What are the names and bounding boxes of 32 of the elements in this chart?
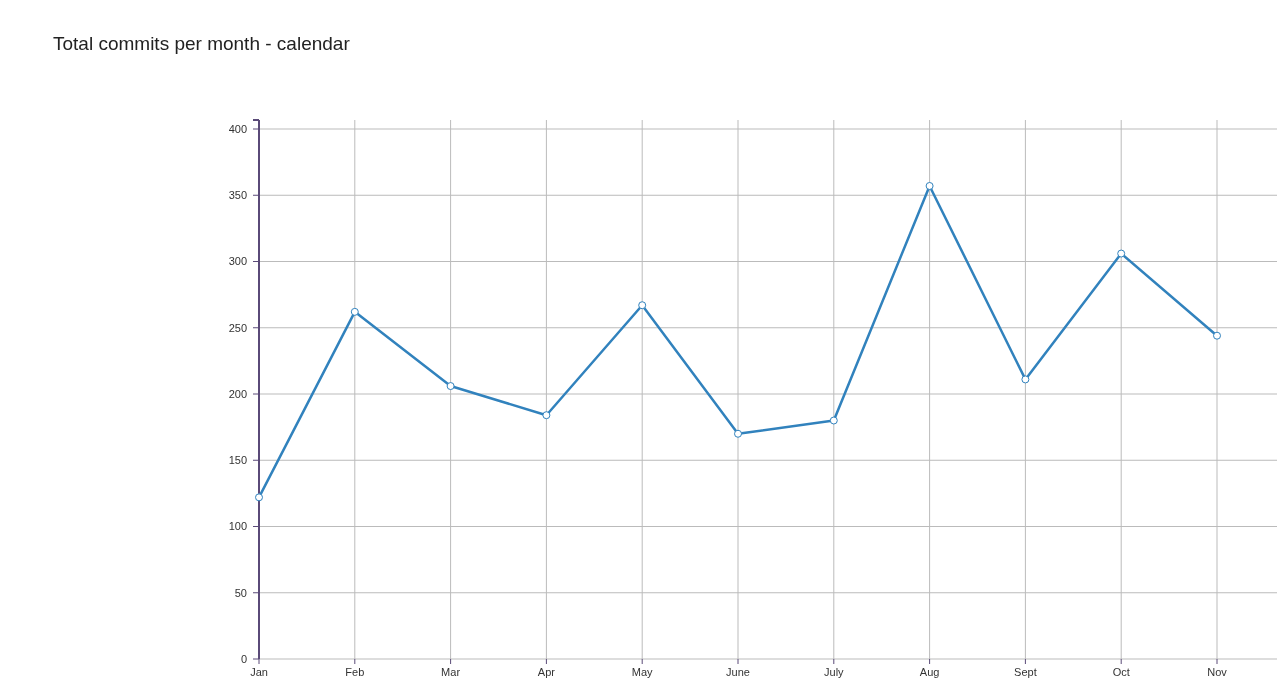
- y-tick-label: 400: [228, 122, 247, 135]
- x-tick-label: Mar: [441, 666, 461, 678]
- x-tick-label: Sept: [1014, 666, 1037, 678]
- point: [925, 181, 934, 190]
- x-tick-label: July: [824, 666, 845, 678]
- x-tick-label: Feb: [345, 666, 365, 678]
- point: [1117, 249, 1126, 258]
- point: [829, 416, 838, 425]
- x-tick-label: June: [726, 666, 750, 678]
- point: [1021, 375, 1030, 384]
- y-tick-label: 350: [228, 189, 247, 202]
- y-tick-label: 150: [228, 454, 247, 467]
- point: [734, 429, 742, 438]
- x-tick-label: Oct: [1112, 666, 1130, 678]
- x-tick-label: Aug: [919, 666, 940, 678]
- y-tick-label: 0: [240, 652, 247, 665]
- point: [638, 301, 647, 310]
- x-tick-label: May: [631, 666, 654, 678]
- point: [255, 493, 263, 502]
- x-tick-label: Jan: [250, 666, 268, 678]
- y-tick-label: 250: [228, 321, 247, 334]
- x-tick-label: Nov: [1207, 666, 1228, 678]
- point: [350, 307, 359, 316]
- x-tick-label: Apr: [537, 666, 556, 678]
- y-tick-label: 200: [228, 387, 247, 400]
- y-tick-label: 300: [228, 255, 247, 268]
- point: [446, 382, 455, 391]
- point: [542, 411, 551, 420]
- chart-title: Total commits per month - calendar: [53, 33, 351, 54]
- y-tick-label: 100: [228, 520, 247, 533]
- point: [1213, 331, 1221, 340]
- y-tick-label: 50: [234, 586, 247, 599]
